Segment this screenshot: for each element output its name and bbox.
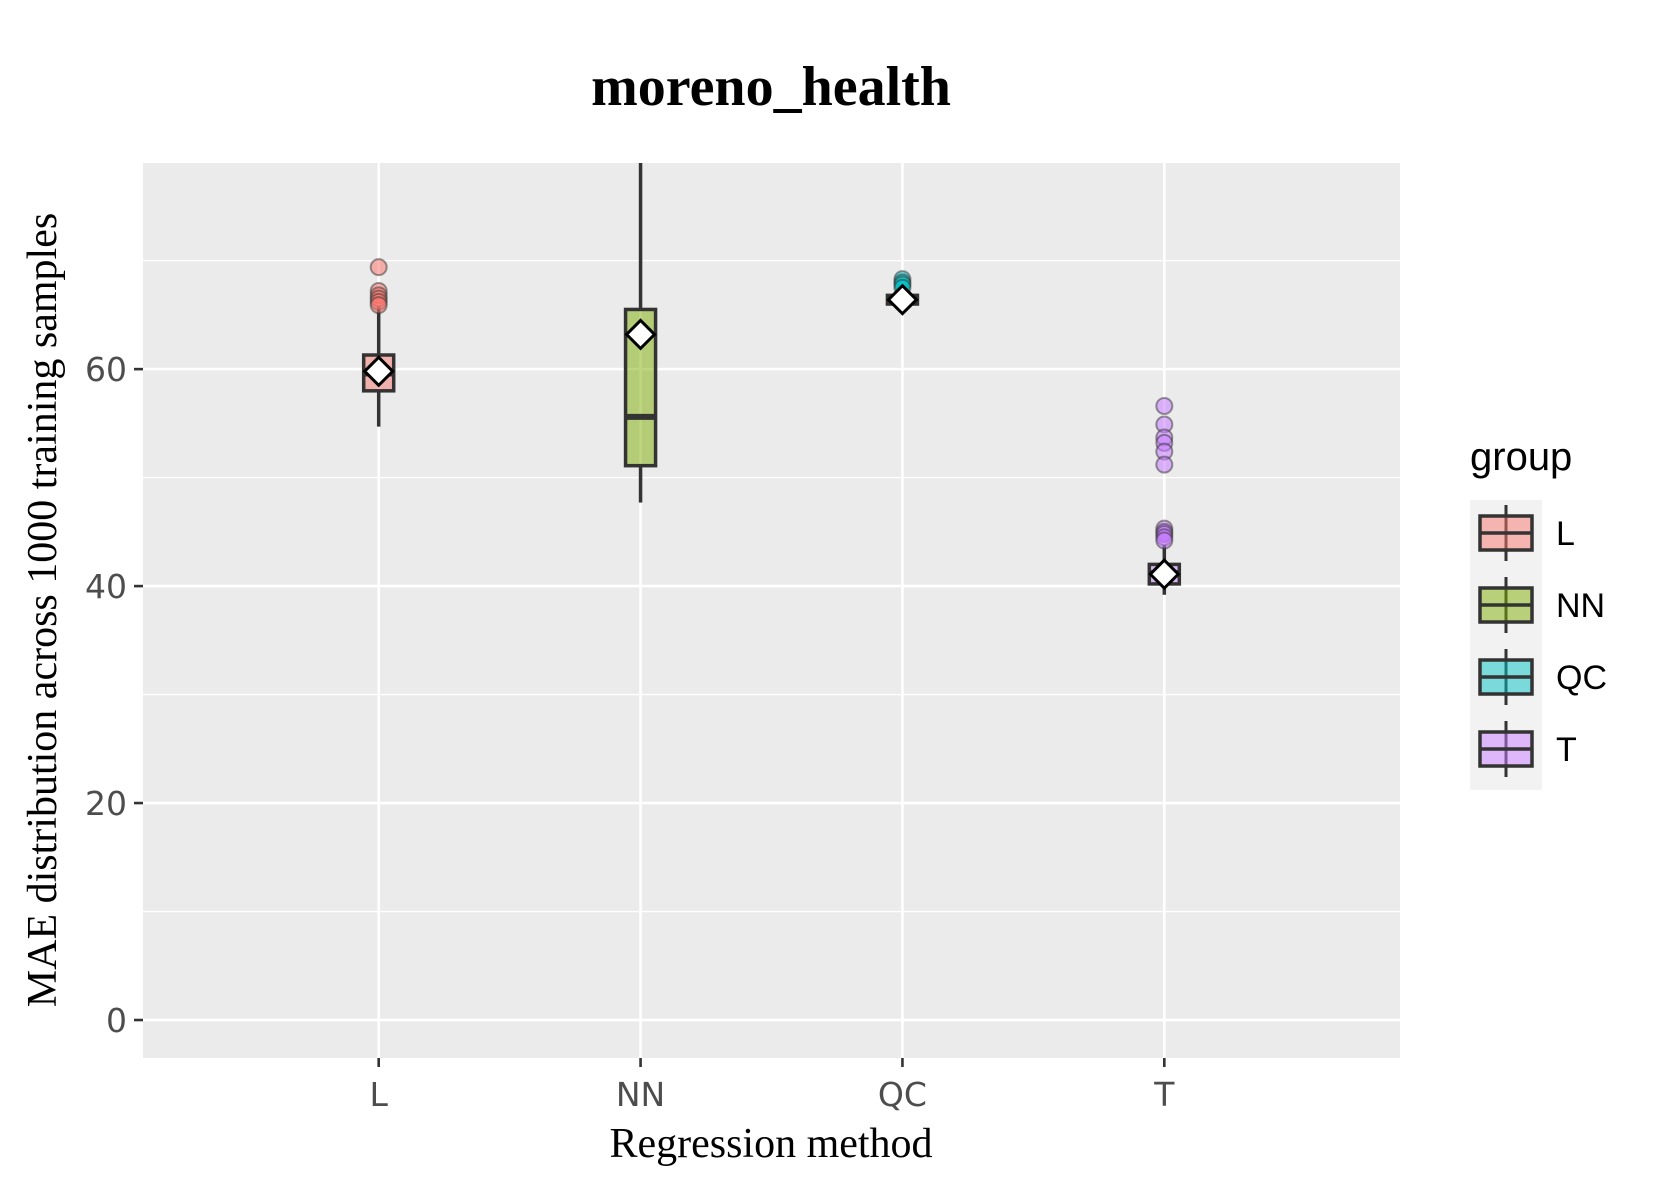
- legend-label: NN: [1556, 587, 1605, 625]
- legend-label: T: [1556, 731, 1577, 769]
- legend-label: QC: [1556, 659, 1607, 697]
- y-axis-title: MAE distribution across 1000 training sa…: [20, 213, 66, 1007]
- y-tick-label: 40: [85, 567, 127, 606]
- y-tick-label: 20: [85, 784, 127, 823]
- mean-marker: [362, 355, 395, 388]
- legend-item-t: T: [1478, 721, 1577, 777]
- x-tick-label: NN: [616, 1075, 665, 1114]
- y-tick-label: 0: [106, 1001, 127, 1040]
- grid-minor: [143, 259, 1400, 913]
- boxplot-qc: [885, 270, 920, 316]
- legend: group L NN QC T: [1470, 435, 1607, 790]
- legend-item-l: L: [1478, 505, 1575, 561]
- boxplot-l: [361, 258, 396, 427]
- legend-item-nn: NN: [1478, 577, 1605, 633]
- outlier-point: [1155, 531, 1174, 550]
- legend-label: L: [1556, 515, 1575, 553]
- y-tick-label: 60: [85, 350, 127, 389]
- x-axis-title: Regression method: [609, 1121, 932, 1167]
- x-tick-label: T: [1153, 1075, 1175, 1114]
- legend-item-qc: QC: [1478, 649, 1607, 705]
- legend-title: group: [1470, 435, 1572, 479]
- x-axis: L NN QC T: [369, 1058, 1175, 1114]
- x-tick-label: L: [369, 1075, 388, 1114]
- mean-marker: [624, 318, 657, 351]
- mean-marker: [1148, 558, 1181, 591]
- outlier-point: [369, 296, 388, 315]
- chart-title: moreno_health: [591, 56, 951, 118]
- mean-marker: [886, 283, 919, 316]
- x-tick-label: QC: [878, 1075, 927, 1114]
- boxplots: [361, 163, 1182, 595]
- legend-items: L NN QC T: [1478, 505, 1607, 777]
- outlier-point: [1155, 397, 1174, 416]
- boxplot-nn: [623, 163, 658, 503]
- plot-panel: [143, 163, 1400, 1058]
- boxplot-t: [1147, 397, 1182, 595]
- outlier-point: [1155, 455, 1174, 474]
- y-axis: 0 20 40 60: [85, 350, 143, 1040]
- outlier-point: [369, 258, 388, 277]
